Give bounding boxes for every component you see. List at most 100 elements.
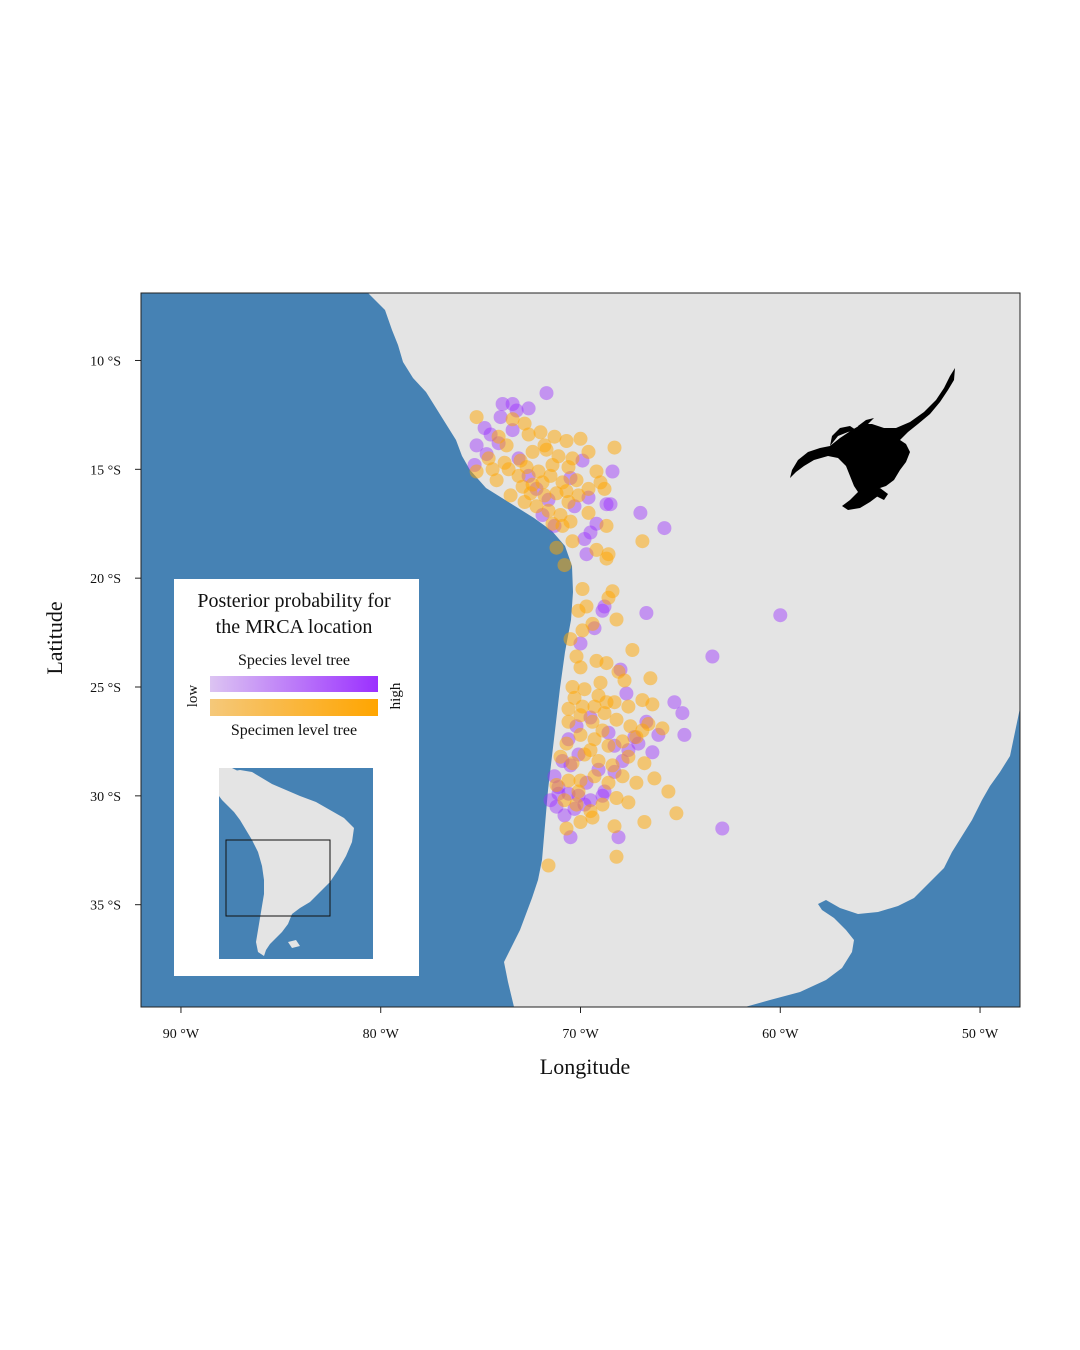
inset-land-south-america bbox=[219, 770, 354, 956]
data-point bbox=[493, 410, 508, 425]
data-point bbox=[645, 745, 660, 760]
data-point bbox=[521, 427, 536, 442]
inset-land-falklands bbox=[288, 940, 300, 948]
data-point bbox=[655, 721, 670, 736]
data-point bbox=[715, 821, 730, 836]
data-point bbox=[609, 612, 624, 627]
data-point bbox=[599, 656, 614, 671]
data-point bbox=[629, 730, 644, 745]
data-point bbox=[609, 849, 624, 864]
data-point bbox=[619, 686, 634, 701]
data-point bbox=[575, 699, 590, 714]
data-point bbox=[545, 458, 560, 472]
x-axis-title: Longitude bbox=[540, 1054, 630, 1079]
data-point bbox=[615, 734, 630, 749]
data-point bbox=[523, 486, 538, 501]
x-tick-label: 60 °W bbox=[762, 1027, 799, 1042]
data-point bbox=[519, 460, 534, 475]
data-point bbox=[599, 695, 614, 710]
series-specimen-level-tree bbox=[469, 410, 684, 873]
data-point bbox=[597, 706, 612, 721]
data-point bbox=[571, 784, 586, 799]
data-point bbox=[545, 516, 560, 531]
data-point bbox=[561, 495, 576, 509]
data-point bbox=[485, 462, 500, 477]
data-point bbox=[621, 699, 636, 714]
data-point bbox=[559, 736, 574, 751]
y-tick-label: 35 °S bbox=[90, 899, 121, 914]
data-point bbox=[645, 697, 660, 712]
data-point bbox=[559, 484, 574, 499]
y-tick-label: 20 °S bbox=[90, 572, 121, 587]
x-tick-label: 90 °W bbox=[163, 1027, 200, 1042]
data-point bbox=[565, 756, 580, 771]
data-point bbox=[573, 660, 588, 675]
data-point bbox=[505, 423, 520, 438]
data-point bbox=[603, 497, 618, 512]
data-point bbox=[499, 438, 514, 453]
data-point bbox=[573, 431, 588, 446]
inset-map bbox=[219, 768, 373, 959]
data-point bbox=[531, 464, 546, 479]
data-point bbox=[601, 590, 616, 605]
data-point bbox=[535, 475, 550, 490]
x-axis: 90 °W 80 °W 70 °W 60 °W 50 °W bbox=[163, 1007, 999, 1042]
data-point bbox=[543, 793, 558, 808]
data-point bbox=[581, 444, 596, 459]
legend-species-gradient bbox=[210, 676, 378, 692]
data-point bbox=[611, 830, 626, 845]
x-tick-label: 50 °W bbox=[962, 1027, 999, 1042]
data-point bbox=[593, 675, 608, 690]
data-point bbox=[521, 401, 536, 416]
data-point bbox=[571, 488, 586, 503]
data-point bbox=[639, 606, 654, 620]
data-point bbox=[583, 525, 598, 540]
data-point bbox=[667, 695, 682, 710]
data-point bbox=[609, 791, 624, 805]
inset-extent-box bbox=[225, 839, 331, 917]
data-point bbox=[495, 397, 510, 411]
data-point bbox=[561, 773, 576, 788]
data-point bbox=[505, 412, 520, 427]
y-axis-title: Latitude bbox=[42, 601, 67, 674]
data-point bbox=[637, 756, 652, 771]
data-point bbox=[601, 775, 616, 790]
data-point bbox=[657, 521, 672, 536]
legend-high-label: high bbox=[388, 682, 404, 709]
data-point bbox=[587, 699, 602, 714]
data-point bbox=[595, 723, 610, 738]
data-point bbox=[637, 815, 652, 829]
data-point bbox=[661, 784, 676, 799]
data-point bbox=[497, 455, 512, 470]
x-tick-label: 80 °W bbox=[363, 1027, 400, 1042]
data-point bbox=[595, 797, 610, 812]
data-point bbox=[573, 815, 588, 829]
data-point bbox=[629, 775, 644, 790]
data-point bbox=[601, 738, 616, 753]
data-point bbox=[569, 473, 584, 488]
data-point bbox=[675, 706, 690, 721]
data-point bbox=[517, 416, 532, 431]
data-point bbox=[641, 717, 656, 731]
data-point bbox=[589, 464, 604, 479]
data-point bbox=[647, 771, 662, 786]
data-point bbox=[549, 540, 564, 555]
data-point bbox=[569, 797, 584, 812]
data-point bbox=[541, 858, 556, 873]
y-tick-label: 10 °S bbox=[90, 354, 121, 369]
data-point bbox=[599, 497, 614, 512]
data-point bbox=[533, 425, 548, 440]
legend-title-line1: Posterior probability for bbox=[197, 590, 391, 612]
legend-low-label: low bbox=[185, 685, 201, 708]
data-point bbox=[625, 643, 640, 657]
data-point bbox=[577, 532, 592, 546]
data-point bbox=[609, 712, 624, 727]
data-point bbox=[617, 673, 632, 688]
data-point bbox=[585, 616, 600, 631]
data-point bbox=[607, 819, 622, 834]
data-point bbox=[577, 682, 592, 697]
data-point bbox=[565, 534, 580, 549]
y-tick-label: 25 °S bbox=[90, 681, 121, 696]
data-point bbox=[605, 758, 620, 773]
